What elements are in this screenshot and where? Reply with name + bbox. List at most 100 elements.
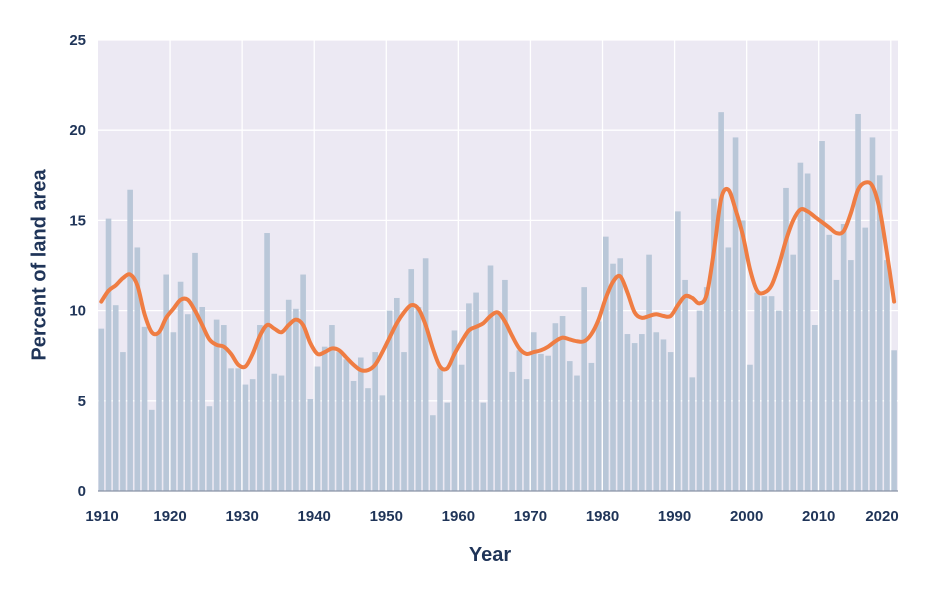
bar (891, 350, 897, 491)
bar (588, 362, 595, 491)
bar (350, 380, 357, 491)
bar (386, 310, 393, 491)
y-axis-title: Percent of land area (28, 169, 50, 361)
bar (725, 247, 732, 491)
bar (314, 366, 321, 491)
y-tick-label: 20 (69, 122, 86, 139)
y-tick-label: 5 (78, 393, 86, 410)
bar (581, 287, 588, 491)
x-tick-label: 2020 (865, 508, 898, 525)
bar (321, 346, 328, 491)
y-tick-label: 10 (69, 303, 86, 320)
bar (372, 352, 378, 491)
bar (768, 296, 775, 491)
x-tick-label: 1910 (85, 508, 118, 525)
bar (502, 279, 508, 491)
bar (300, 274, 306, 491)
bar (235, 368, 242, 491)
y-tick-label: 15 (69, 212, 86, 229)
bar (242, 384, 249, 491)
bar (494, 312, 501, 491)
bar (156, 332, 162, 491)
bar (264, 233, 270, 491)
bar (689, 377, 696, 491)
bar (884, 260, 890, 491)
bar (523, 379, 530, 491)
bar (574, 375, 580, 491)
x-tick-label: 2000 (730, 508, 763, 525)
bar (819, 141, 825, 492)
x-axis-title: Year (469, 544, 511, 566)
bar (444, 402, 451, 491)
bar (559, 316, 566, 491)
bar (451, 330, 458, 491)
bar (307, 398, 314, 491)
bar (552, 323, 559, 491)
bar (127, 189, 133, 491)
bar (530, 332, 537, 491)
bar (833, 279, 840, 491)
bar (98, 328, 105, 491)
bar (761, 296, 768, 491)
bar (718, 112, 724, 491)
bar (192, 252, 198, 491)
bar (631, 343, 638, 491)
bar (120, 352, 126, 491)
bar (336, 352, 342, 491)
bar (213, 319, 220, 491)
bar (610, 263, 616, 491)
bar (617, 258, 624, 491)
bar (285, 299, 292, 491)
bar (430, 415, 436, 491)
bar (624, 334, 631, 491)
bar (278, 375, 285, 491)
bar (538, 353, 544, 491)
bar (163, 274, 169, 491)
bar (473, 292, 479, 491)
bar (401, 352, 407, 491)
bar (711, 198, 717, 491)
bar (754, 292, 760, 491)
bar (739, 220, 746, 491)
bar (422, 258, 429, 491)
bar (177, 281, 184, 491)
bar (184, 314, 191, 491)
bar (566, 361, 573, 491)
bar (869, 137, 876, 491)
bar (660, 339, 667, 491)
bar (480, 402, 487, 491)
bar (141, 326, 148, 491)
bar (458, 364, 465, 491)
bar (466, 303, 472, 491)
bar (603, 236, 609, 491)
x-tick-label: 1930 (225, 508, 258, 525)
bar (848, 260, 854, 491)
x-tick-label: 1950 (370, 508, 403, 525)
bar (487, 265, 494, 491)
y-tick-label: 25 (69, 32, 86, 49)
bar (379, 395, 386, 491)
y-tick-label: 0 (78, 483, 86, 500)
bar (148, 409, 155, 491)
bar (271, 373, 278, 491)
bar (112, 305, 119, 491)
bar (545, 355, 551, 491)
bar (516, 350, 523, 491)
bar (199, 306, 206, 491)
bar (840, 224, 847, 491)
bar (783, 187, 789, 492)
bar (509, 371, 515, 491)
bar (408, 269, 415, 491)
bar (667, 352, 674, 491)
y-axis-ticks: 0 5 10 15 20 25 (69, 32, 86, 500)
bar (646, 254, 652, 491)
bar-series (98, 112, 897, 492)
bar (437, 368, 443, 491)
x-axis-ticks: 1910 1920 1930 1940 1950 1960 1970 1980 1990 2000… (85, 508, 898, 525)
bar (257, 325, 263, 491)
bar (357, 357, 364, 491)
bar (343, 359, 350, 491)
x-tick-label: 1990 (658, 508, 691, 525)
bar (682, 279, 688, 491)
